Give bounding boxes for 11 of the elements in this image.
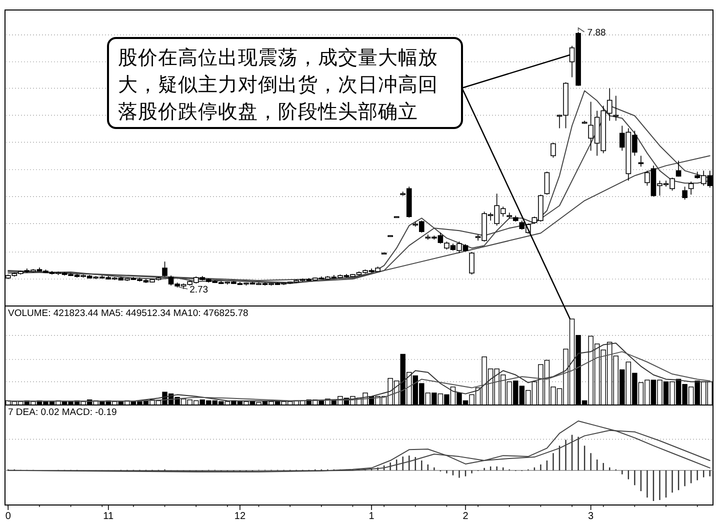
x-tick-label: 1 [368,511,375,522]
annotation: 股价在高位出现震荡，成交量大幅放大，疑似主力对倒出货，次日冲高回落股价跌停收盘，阶段性头部确立 [118,46,438,123]
x-tick-label: 12 [234,511,246,522]
text: 7 DEA: 0.02 MACD: -0.19 [8,407,117,418]
x-tick-label: 11 [103,511,114,522]
x-tick-label: 0 [5,511,12,522]
annotation: VOLUME: 421823.44 MA5: 449512.34 MA10: 476825.78 [8,308,248,319]
x-tick-label: 3 [588,511,594,522]
annotation: 2.73 [190,284,208,296]
x-tick-label: 2 [462,511,469,522]
annotation: 7.88 [587,27,606,38]
